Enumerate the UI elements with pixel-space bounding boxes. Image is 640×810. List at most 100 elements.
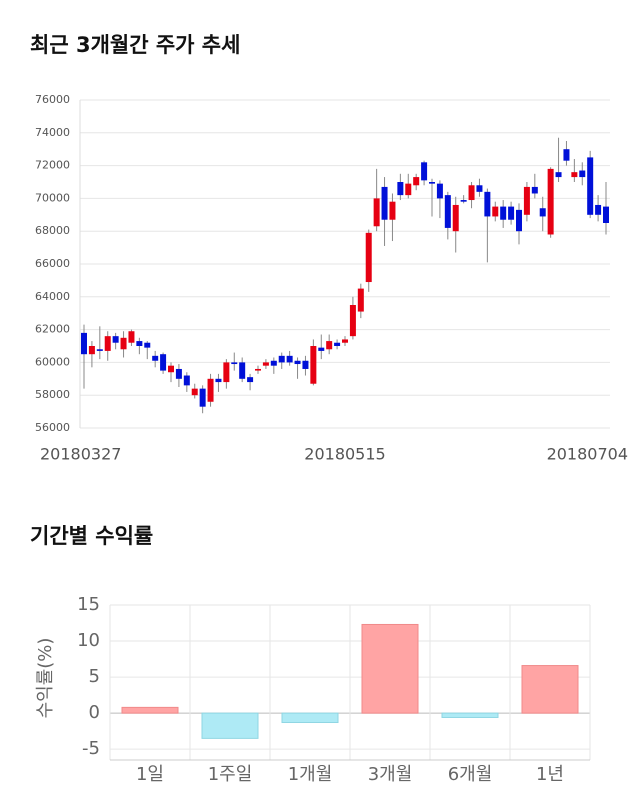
candle-body [373,198,380,227]
candle-body [302,360,309,369]
candle-body [96,349,103,351]
bar [201,712,259,739]
candle-body [579,170,586,178]
candle-body [436,183,443,199]
bar [121,706,179,714]
candle-body [539,208,546,217]
x-tick-label: 1일 [136,764,164,785]
candle-body [270,360,277,366]
candle-body [112,336,119,343]
candle-body [88,346,95,355]
x-tick-label: 1년 [536,764,564,785]
y-tick-label: 62000 [35,323,70,336]
candle-body [389,201,396,220]
candle-body [104,336,111,351]
y-tick-label: 58000 [35,388,70,401]
candle-body [484,191,491,217]
candle-body [421,162,428,181]
candle-body [531,186,538,194]
x-tick-label: 1개월 [288,764,333,785]
chart-title: 기간별 수익률 [30,524,153,548]
candle-body [460,200,467,202]
candle-body [603,206,609,223]
candle-body [255,368,261,371]
candle-body [152,355,159,361]
candle-body [523,186,530,215]
candle-body [595,204,602,215]
candle-body [175,368,182,379]
candle-body [413,177,420,186]
candle-body [508,206,515,220]
y-tick-label: 74000 [35,126,70,139]
y-tick-label: -5 [82,738,100,759]
candle-body [191,388,198,396]
candle-body [429,182,435,184]
candle-body [278,355,285,363]
candle-body [516,209,522,232]
candle-body [136,341,143,346]
candle-body [239,362,246,379]
candle-body [555,172,562,178]
candle-body [342,339,348,343]
candle-body [326,341,333,350]
candle-body [215,378,222,383]
candle-body [334,342,341,346]
candle-body [81,332,87,355]
candle-body [247,377,254,383]
candle-body [405,183,412,196]
y-tick-label: 15 [77,594,100,615]
y-tick-label: 68000 [35,224,70,237]
y-tick-label: 60000 [35,355,70,368]
bar [281,712,339,724]
y-tick-label: 56000 [35,421,70,434]
candle-body [397,182,404,196]
y-axis-label: 수익률(%) [35,638,56,719]
y-tick-label: 66000 [35,257,70,270]
candle-body [444,195,451,228]
candle-body [492,206,499,217]
x-tick-label: 3개월 [368,764,413,785]
candle-body [500,206,507,220]
x-tick-label: 20180515 [304,445,385,464]
candle-body [349,305,356,337]
candle-body [294,360,301,365]
y-tick-label: 10 [77,630,100,651]
bar [521,665,579,714]
candle-body [223,362,230,383]
y-tick-label: 5 [89,666,100,687]
candle-body [452,204,459,232]
y-tick-label: 72000 [35,159,70,172]
x-tick-label: 20180704 [547,445,628,464]
x-tick-label: 6개월 [448,764,493,785]
candle-body [120,337,127,350]
candle-body [381,186,388,220]
y-tick-label: 76000 [35,93,70,106]
candle-body [128,331,135,343]
candle-body [199,388,206,407]
candle-body [286,355,293,363]
candle-body [207,378,214,402]
y-tick-label: 64000 [35,290,70,303]
chart-title: 최근 3개월간 주가 추세 [30,33,240,57]
candle-body [262,362,269,366]
candle-body [365,232,372,283]
y-tick-label: 70000 [35,191,70,204]
candle-body [357,288,364,312]
candle-body [318,347,325,351]
bar [441,712,499,718]
y-tick-label: 0 [89,702,100,723]
candle-body [183,375,190,386]
candle-body [476,185,483,192]
candle-body [587,157,594,215]
candle-body [468,185,475,201]
bar [361,623,419,714]
candle-body [310,346,317,384]
candle-body [144,342,151,348]
x-tick-label: 1주일 [208,764,253,785]
candle-body [231,362,238,365]
x-tick-label: 20180327 [40,445,121,464]
candle-body [547,168,554,235]
candle-body [563,149,570,161]
candle-body [571,172,578,178]
